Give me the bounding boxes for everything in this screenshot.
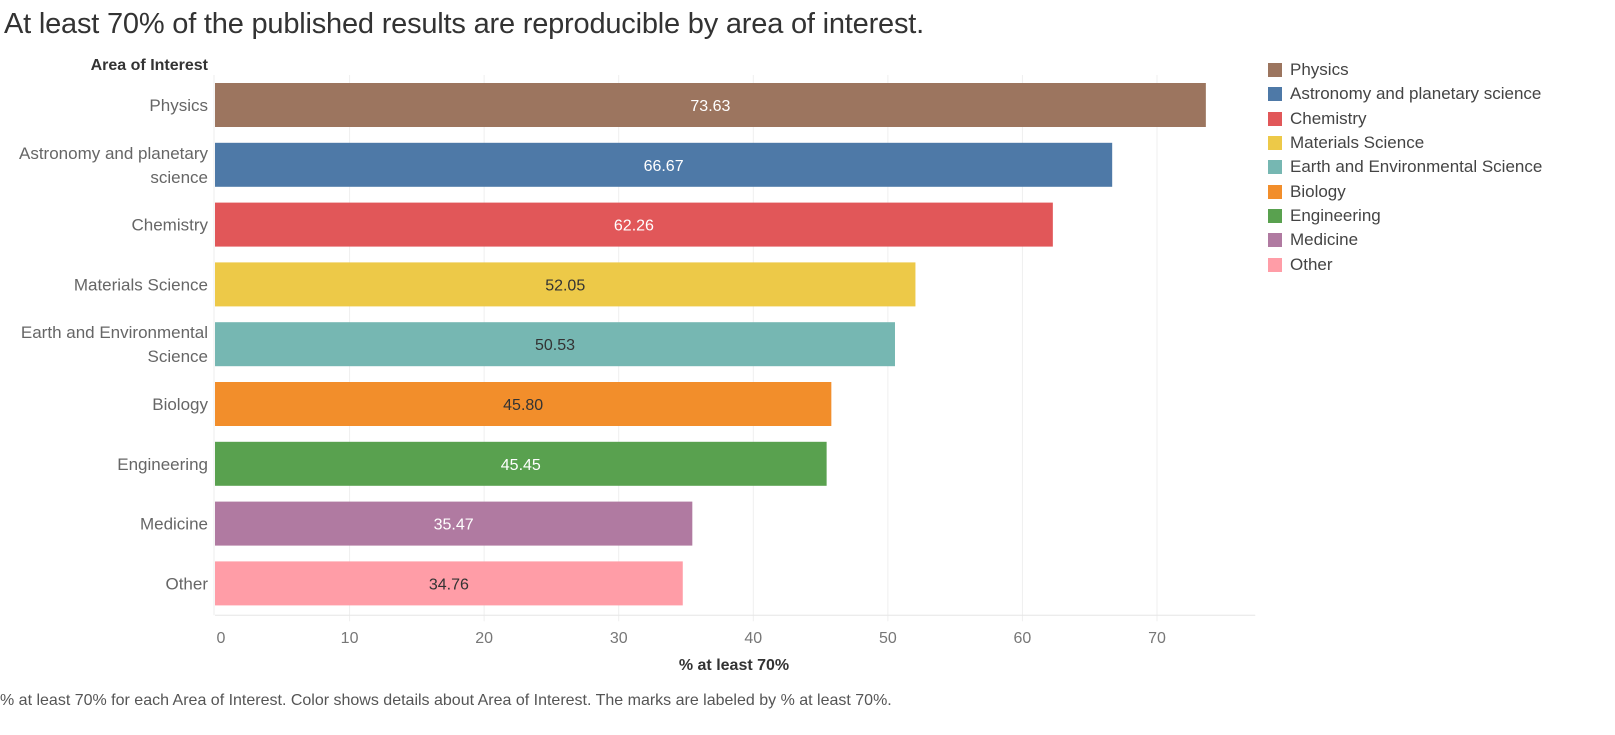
category-label-line: Medicine [140, 515, 208, 534]
legend-swatch [1268, 160, 1282, 175]
category-label: Other [165, 574, 208, 593]
bar-data-label: 45.80 [503, 397, 543, 414]
legend-label: Medicine [1290, 230, 1359, 250]
legend-label: Engineering [1290, 205, 1381, 225]
category-labels: Physics Astronomy and planetary science Che… [19, 96, 208, 593]
category-label-line: Biology [152, 395, 208, 414]
bar[interactable] [215, 202, 1053, 247]
bar-data-label: 66.67 [644, 158, 684, 175]
category-label: Earth and Environmental Science [21, 323, 208, 366]
legend-swatch [1268, 257, 1282, 272]
x-tick-label: 70 [1148, 630, 1166, 647]
bar[interactable] [215, 382, 832, 426]
legend-swatch [1268, 184, 1282, 199]
category-label-line: Chemistry [131, 216, 208, 235]
legend-swatch [1268, 87, 1282, 102]
legend-swatch [1268, 208, 1282, 223]
category-label-line: Other [165, 574, 208, 593]
category-label: Engineering [117, 455, 208, 474]
category-label-line: Science [148, 347, 208, 366]
x-tick-label: 50 [879, 630, 897, 647]
x-tick-label: 0 [217, 630, 226, 647]
legend-label: Physics [1290, 60, 1349, 80]
bar[interactable] [215, 441, 827, 486]
legend: Physics Astronomy and planetary science Ch… [1268, 58, 1542, 277]
bar[interactable] [215, 83, 1206, 127]
bar[interactable] [215, 561, 683, 606]
legend-label: Biology [1290, 181, 1346, 201]
x-axis-title: % at least 70% [679, 657, 789, 674]
x-tick-label: 20 [475, 630, 493, 647]
bar-chart: 73.63 66.67 62.26 52.05 50.53 45.80 45.45 35.47… [19, 57, 1256, 674]
legend-swatch [1268, 63, 1282, 78]
bar-data-label: 34.76 [429, 576, 469, 593]
legend-label: Astronomy and planetary science [1290, 84, 1542, 104]
chart-caption: % at least 70% for each Area of Interest… [0, 692, 892, 709]
bar-data-label: 50.53 [535, 337, 575, 354]
category-label-line: Materials Science [74, 275, 208, 294]
legend-swatch [1268, 233, 1282, 248]
category-label: Physics [149, 96, 208, 115]
legend-label: Chemistry [1290, 108, 1367, 128]
category-label: Biology [152, 395, 208, 414]
bars [215, 83, 1206, 606]
bar-data-label: 52.05 [545, 277, 585, 294]
x-axis-ticks: 0 10 20 30 40 50 60 70 [217, 630, 1166, 647]
bar-data-label: 35.47 [434, 517, 474, 534]
legend-item[interactable]: Chemistry [1268, 107, 1542, 131]
legend-item[interactable]: Materials Science [1268, 131, 1542, 155]
category-label-line: science [150, 168, 208, 187]
bar[interactable] [215, 322, 895, 367]
chart-title: At least 70% of the published results ar… [4, 8, 924, 40]
x-tick-label: 30 [610, 630, 628, 647]
row-header: Area of Interest [91, 57, 209, 74]
legend-item[interactable]: Other [1268, 252, 1542, 276]
legend-item[interactable]: Biology [1268, 179, 1542, 203]
legend-label: Other [1290, 254, 1333, 274]
x-tick-label: 40 [744, 630, 762, 647]
category-label: Materials Science [74, 275, 208, 294]
bar[interactable] [215, 142, 1113, 187]
category-label-line: Engineering [117, 455, 208, 474]
category-label-line: Physics [149, 96, 208, 115]
bar-data-label: 73.63 [690, 98, 730, 115]
legend-item[interactable]: Earth and Environmental Science [1268, 155, 1542, 179]
category-label: Chemistry [131, 216, 208, 235]
legend-item[interactable]: Astronomy and planetary science [1268, 82, 1542, 106]
bar[interactable] [215, 262, 916, 307]
bar-labels: 73.63 66.67 62.26 52.05 50.53 45.80 45.45 35.47… [429, 98, 731, 593]
legend-item[interactable]: Medicine [1268, 228, 1542, 252]
bar[interactable] [215, 501, 693, 546]
x-tick-label: 10 [341, 630, 359, 647]
legend-item[interactable]: Engineering [1268, 204, 1542, 228]
legend-label: Materials Science [1290, 133, 1425, 153]
category-label-line: Astronomy and planetary [19, 144, 208, 163]
legend-swatch [1268, 136, 1282, 151]
category-label: Astronomy and planetary science [19, 144, 208, 187]
legend-label: Earth and Environmental Science [1290, 157, 1543, 177]
bar-data-label: 45.45 [501, 457, 541, 474]
category-label: Medicine [140, 515, 208, 534]
category-label-line: Earth and Environmental [21, 323, 208, 342]
x-tick-label: 60 [1014, 630, 1032, 647]
legend-item[interactable]: Physics [1268, 58, 1542, 82]
bar-data-label: 62.26 [614, 218, 654, 235]
legend-swatch [1268, 111, 1282, 126]
